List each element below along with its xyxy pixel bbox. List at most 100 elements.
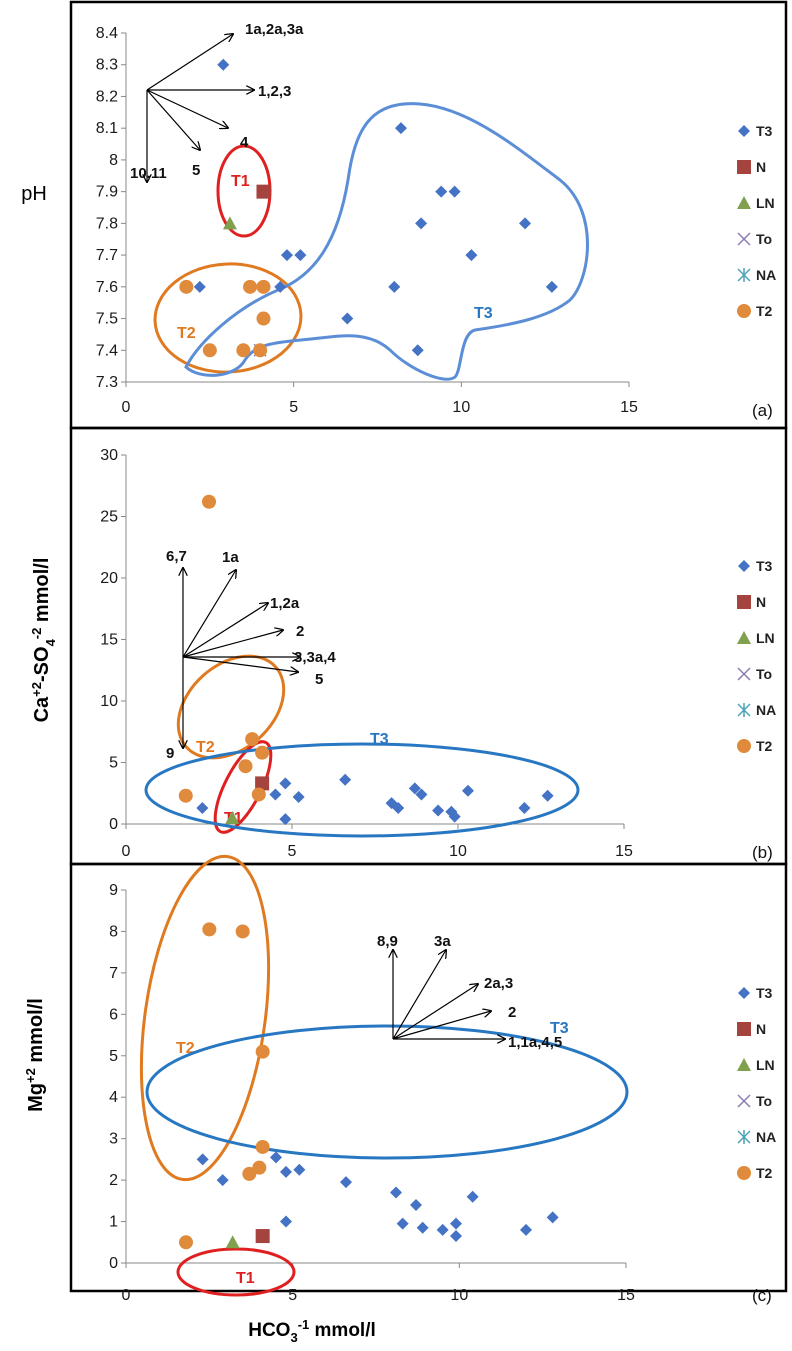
data-point-t3 — [432, 804, 445, 817]
arrow-label: 1,1a,4,5 — [508, 1034, 562, 1051]
arrow-label: 9 — [166, 745, 174, 762]
legend-marker-to — [737, 667, 751, 681]
arrow-label: 5 — [315, 671, 323, 688]
legend-marker-ln — [737, 1058, 751, 1071]
legend-label-t3: T3 — [756, 123, 773, 139]
data-point-t2 — [202, 494, 216, 509]
vector-arrow — [392, 1011, 491, 1040]
y-tick-label: 2 — [109, 1172, 118, 1189]
data-point-t3 — [396, 1217, 409, 1230]
y-tick-label: 6 — [109, 1006, 118, 1023]
vector-arrow — [182, 603, 268, 658]
data-point-t3 — [408, 782, 421, 795]
data-point-n — [256, 184, 271, 199]
legend-marker-t3 — [738, 560, 750, 572]
legend-marker-to — [737, 1094, 751, 1108]
data-point-t3 — [518, 802, 531, 815]
group-label-t1: T1 — [231, 173, 250, 190]
y-tick-label: 7.8 — [96, 215, 118, 232]
legend-marker-t2 — [737, 304, 751, 318]
vector-arrow — [182, 630, 283, 658]
y-tick-label: 7.9 — [96, 184, 118, 201]
legend-marker-ln — [737, 196, 751, 209]
arrow-label: 2 — [296, 623, 304, 640]
x-tick-label: 5 — [289, 399, 298, 416]
x-tick-label: 5 — [288, 1287, 297, 1304]
data-point-t3 — [519, 217, 532, 230]
y-tick-label: 4 — [109, 1089, 118, 1106]
chart-panel-c: 0 1 2 3 4 5 6 7 8 9 0 5 10 15 T2 T1 T3 8,9 3a 2a,3 2 1,1a,4,5… — [23, 854, 788, 1305]
group-label-t3: T3 — [370, 731, 389, 748]
arrow-label: 5 — [192, 162, 200, 179]
y-tick-label: 20 — [100, 570, 118, 587]
arrow-label: 10,11 — [130, 165, 167, 182]
data-point-t3 — [520, 1223, 532, 1236]
data-point-t3 — [466, 1190, 479, 1203]
data-point-t3 — [435, 185, 448, 198]
data-point-t3 — [292, 790, 305, 803]
data-point-t2 — [202, 922, 217, 937]
legend-label-n: N — [756, 159, 766, 175]
data-point-t3 — [450, 1230, 462, 1243]
group-label-t2: T2 — [177, 325, 196, 342]
data-point-t3 — [217, 58, 230, 71]
arrow-label: 6,7 — [166, 548, 187, 565]
legend-marker-n — [737, 595, 751, 609]
panel-label: (b) — [752, 843, 773, 862]
group-outline-t3 — [145, 1024, 629, 1160]
arrow-label: 3,3a,4 — [294, 649, 336, 666]
data-point-t3 — [216, 1174, 229, 1187]
y-tick-label: 7 — [109, 965, 118, 982]
legend-label-na: NA — [756, 702, 776, 718]
panel-frame — [69, 0, 788, 430]
data-point-t3 — [274, 280, 287, 293]
legend-marker-t2 — [737, 1166, 751, 1180]
data-point-t3 — [196, 1153, 209, 1166]
vector-arrow — [146, 89, 228, 128]
y-tick-label: 5 — [109, 755, 118, 772]
legend-marker-t2 — [737, 739, 751, 753]
chart-panel-b: 051015202530051015T2T1T36,71a1,2a23,3a,4… — [29, 426, 788, 866]
arrow-label: 1,2,3 — [258, 83, 291, 100]
data-point-t3 — [410, 1198, 422, 1211]
legend-label-ln: LN — [756, 630, 775, 646]
arrow-label: 4 — [240, 134, 249, 151]
legend-marker-ln — [737, 631, 751, 644]
x-tick-label: 15 — [620, 399, 638, 416]
y-tick-label: 0 — [109, 1255, 118, 1272]
y-tick-label: 8 — [109, 152, 118, 169]
arrow-label: 2 — [508, 1004, 516, 1021]
y-axis-label: Mg+2 mmol/l — [23, 998, 47, 1112]
legend-label-t2: T2 — [756, 1165, 773, 1181]
legend-marker-n — [737, 1022, 751, 1036]
arrow-label: 1a — [222, 549, 239, 566]
data-point-t2 — [235, 924, 250, 939]
y-axis-label: pH — [21, 183, 47, 205]
data-point-t3 — [465, 249, 478, 262]
data-point-ln — [225, 810, 240, 824]
legend-marker-n — [737, 160, 751, 174]
legend-label-to: To — [756, 1093, 772, 1109]
data-point-n — [255, 776, 270, 791]
panel-label: (c) — [752, 1286, 772, 1305]
data-point-t3 — [280, 249, 293, 262]
data-point-t2 — [256, 279, 271, 294]
data-point-t2 — [202, 343, 217, 358]
data-point-t2 — [243, 279, 258, 294]
y-tick-label: 7.7 — [96, 247, 118, 264]
legend-label-na: NA — [756, 267, 776, 283]
data-point-t3 — [279, 777, 292, 790]
data-point-t2 — [179, 279, 194, 294]
data-point-t3 — [448, 185, 461, 198]
y-tick-label: 7.6 — [96, 279, 118, 296]
y-tick-label: 3 — [109, 1131, 118, 1148]
data-point-t3 — [341, 312, 354, 325]
vector-arrow — [182, 656, 298, 672]
data-point-n — [255, 1229, 270, 1244]
y-tick-label: 8.3 — [96, 57, 118, 74]
arrow-label: 1a,2a,3a — [245, 21, 304, 38]
data-point-t3 — [411, 344, 424, 357]
data-point-t3 — [416, 1221, 429, 1234]
legend-marker-to — [737, 232, 751, 246]
group-label-t3: T3 — [474, 305, 493, 322]
